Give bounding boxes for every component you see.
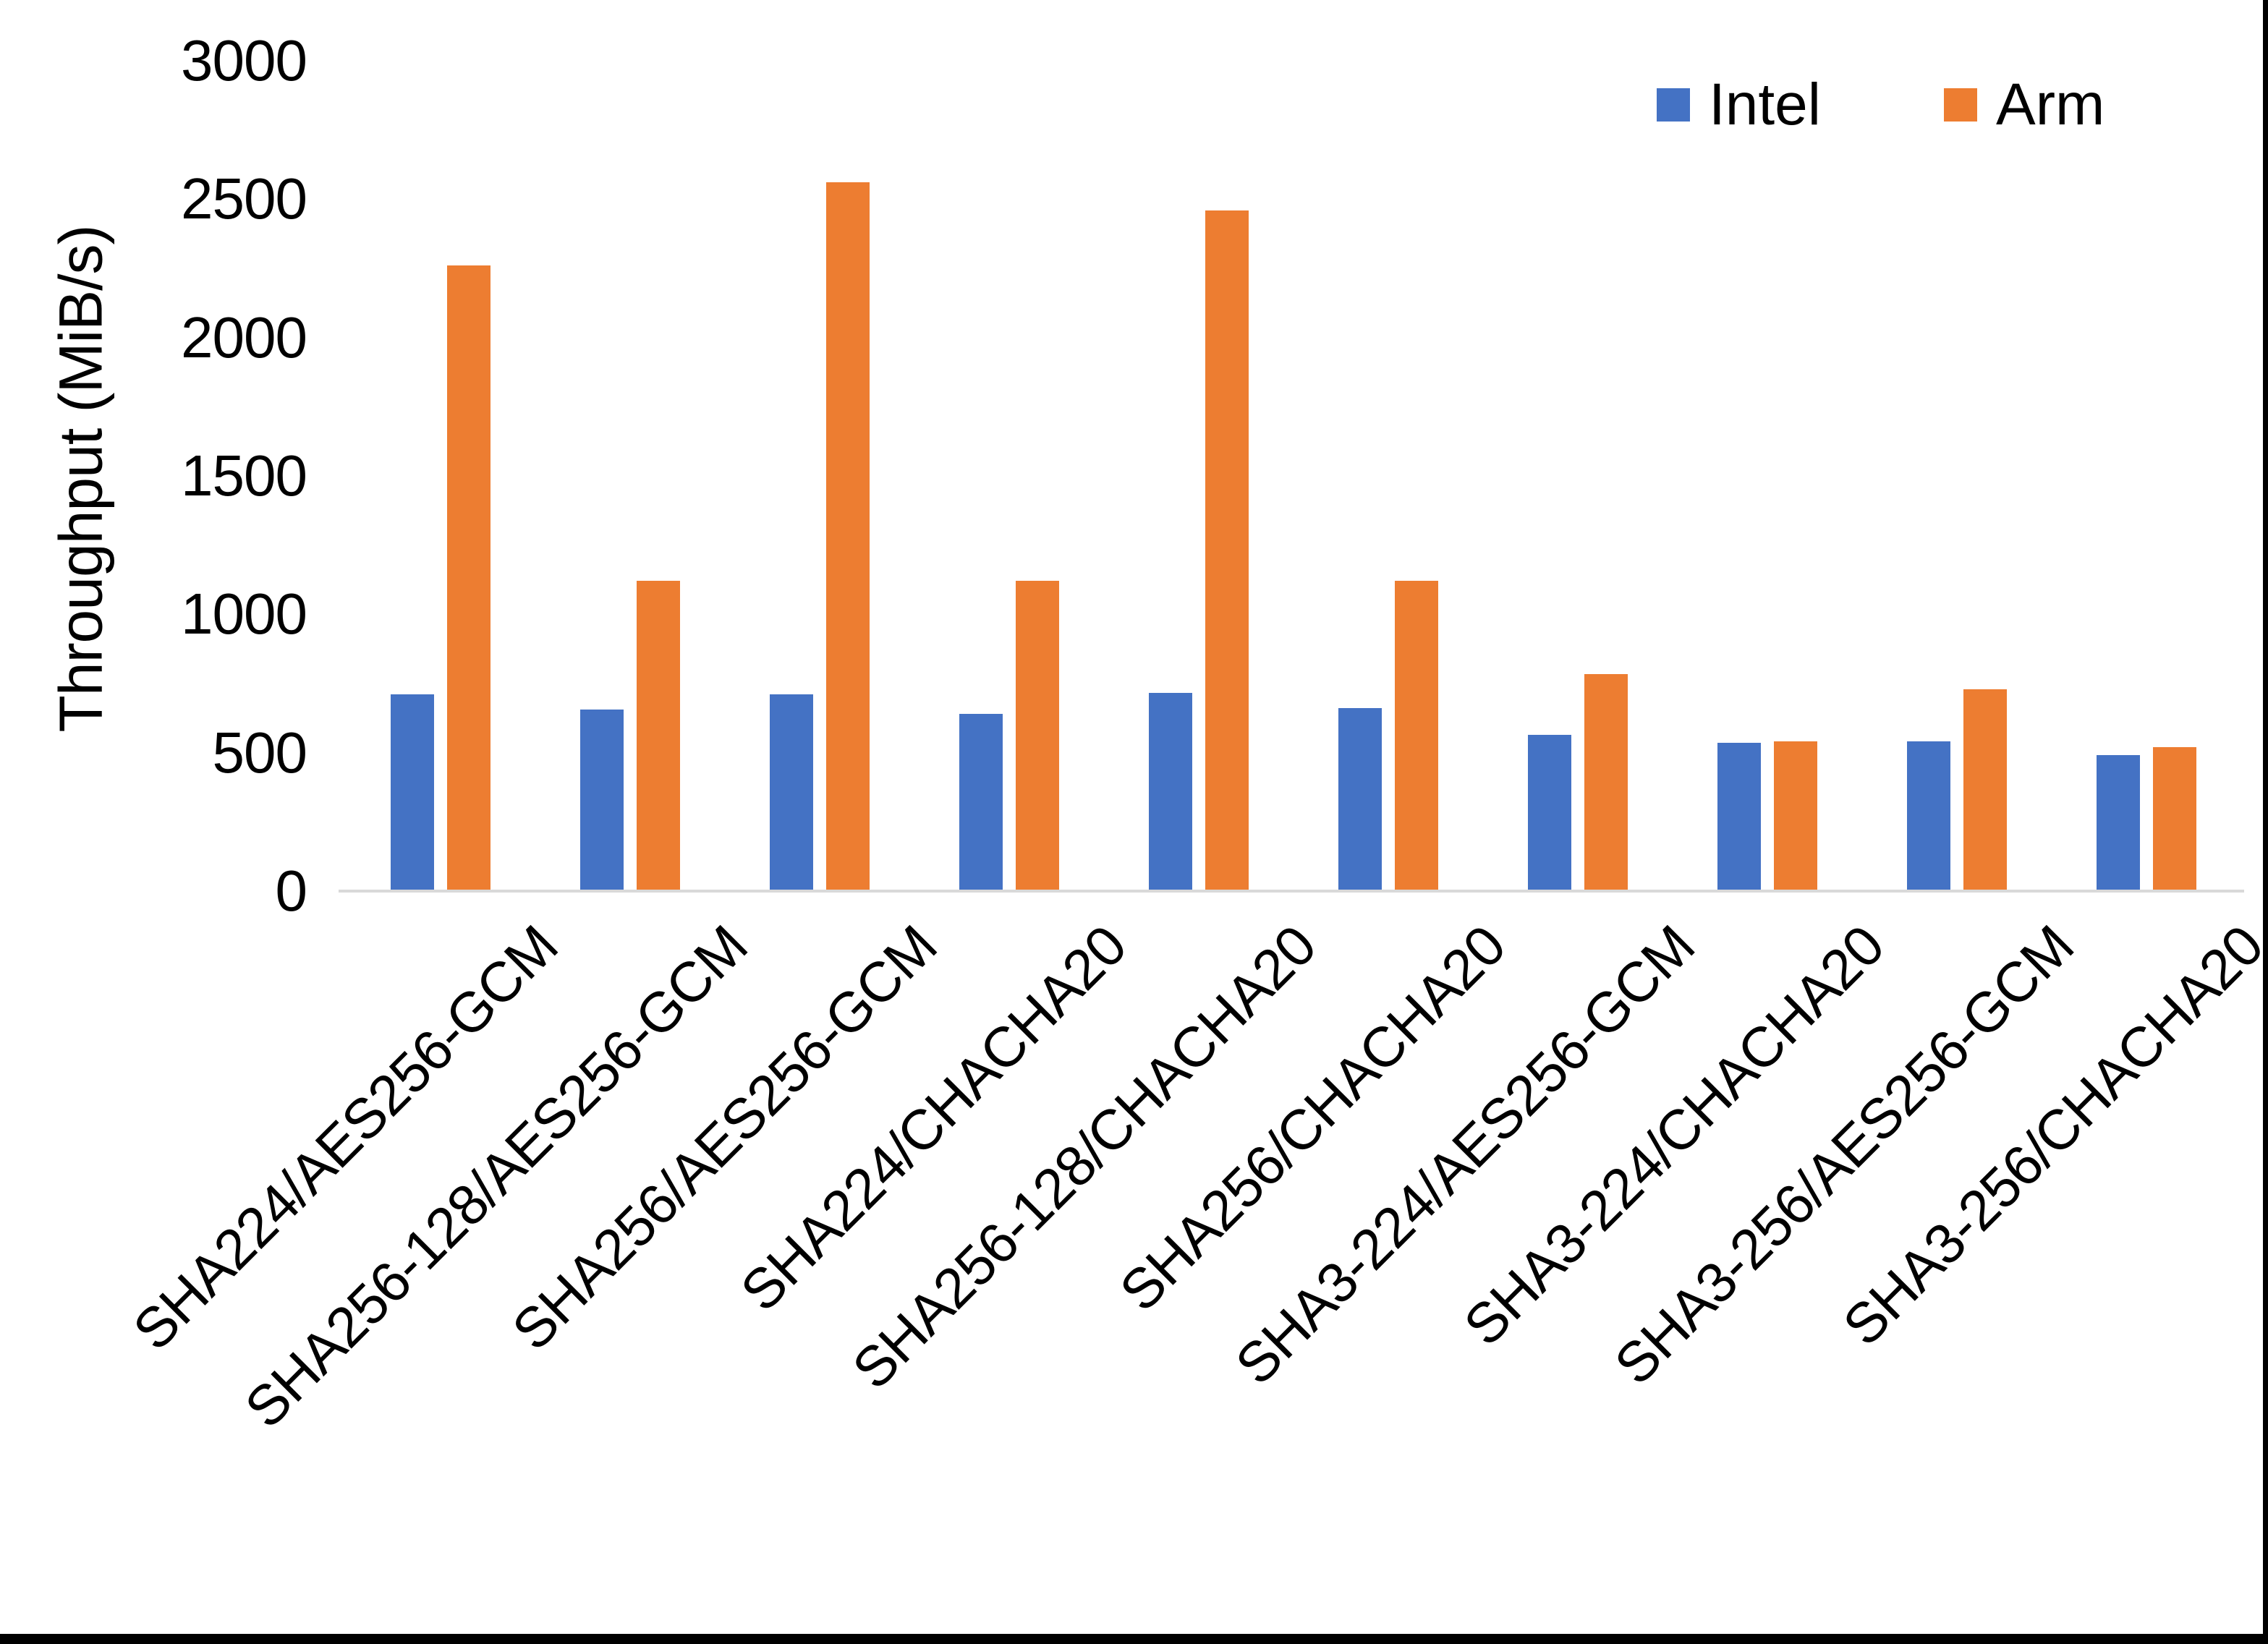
y-tick-label-2000: 2000: [181, 304, 307, 370]
bar-intel-1: [580, 710, 624, 891]
bar-intel-8: [1907, 741, 1950, 891]
bar-arm-4: [1205, 210, 1249, 891]
y-tick-label-2500: 2500: [181, 166, 307, 231]
bar-group-4: [1104, 61, 1294, 891]
right-border: [2263, 0, 2268, 1644]
legend-item-intel: Intel: [1657, 71, 1821, 139]
bar-arm-7: [1774, 741, 1817, 891]
bar-intel-2: [770, 694, 813, 891]
bar-group-9: [2052, 61, 2241, 891]
bar-arm-8: [1963, 689, 2007, 891]
y-tick-label-1500: 1500: [181, 443, 307, 508]
intel-legend-swatch: [1657, 88, 1690, 122]
y-axis-title: Throughput (MiB/s): [46, 225, 115, 733]
bar-intel-3: [959, 714, 1003, 891]
bar-group-1: [535, 61, 725, 891]
arm-legend-label: Arm: [1996, 72, 2105, 137]
bar-arm-6: [1584, 674, 1628, 891]
plot-area: [346, 61, 2241, 891]
bar-intel-9: [2097, 755, 2140, 891]
bar-arm-1: [637, 581, 680, 891]
bar-group-2: [725, 61, 914, 891]
bar-intel-5: [1338, 708, 1382, 891]
bar-intel-6: [1528, 735, 1571, 891]
bar-group-5: [1294, 61, 1483, 891]
bar-intel-4: [1149, 693, 1192, 891]
bar-intel-7: [1717, 743, 1761, 891]
bar-group-6: [1483, 61, 1673, 891]
y-tick-label-0: 0: [275, 859, 307, 923]
bar-arm-9: [2153, 747, 2196, 891]
bar-arm-0: [447, 265, 490, 891]
bar-group-8: [1862, 61, 2052, 891]
y-tick-label-1000: 1000: [181, 582, 307, 647]
bar-intel-0: [391, 694, 434, 891]
arm-legend-swatch: [1944, 88, 1977, 122]
bar-group-3: [914, 61, 1104, 891]
bar-arm-2: [826, 182, 870, 891]
legend-item-arm: Arm: [1944, 71, 2105, 139]
y-tick-label-500: 500: [212, 720, 307, 785]
y-tick-label-3000: 3000: [181, 28, 307, 93]
intel-legend-label: Intel: [1709, 72, 1821, 137]
bar-arm-3: [1016, 581, 1059, 891]
bar-group-0: [346, 61, 535, 891]
legend: Intel Arm: [1657, 71, 2105, 139]
x-axis-line: [339, 890, 2244, 893]
bottom-border: [0, 1634, 2268, 1644]
bar-group-7: [1673, 61, 1862, 891]
bar-arm-5: [1395, 581, 1438, 891]
